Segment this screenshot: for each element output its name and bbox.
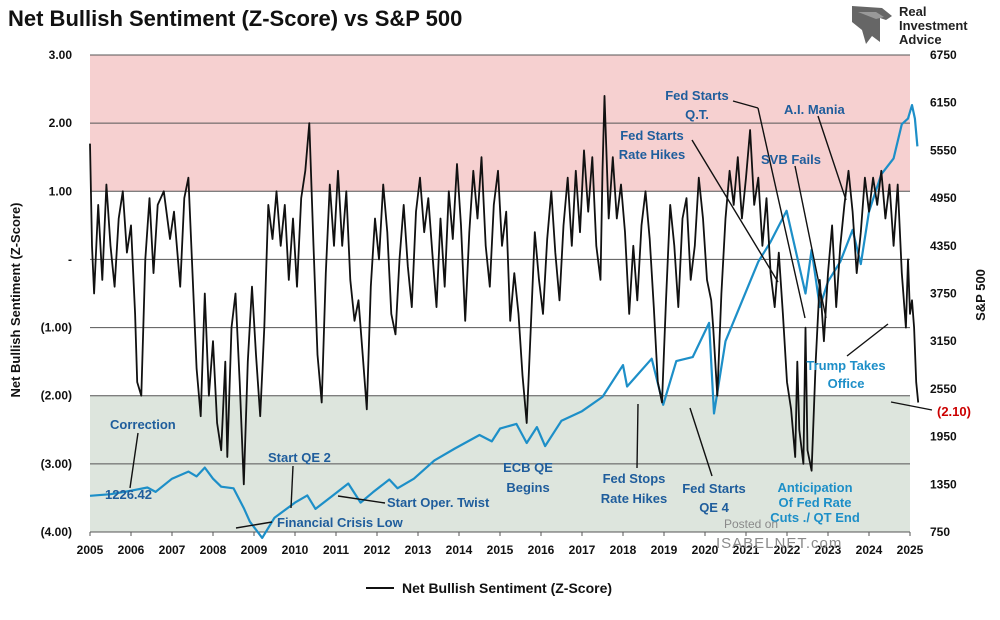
x-tick-label: 2006 — [118, 543, 145, 557]
x-tick-label: 2009 — [241, 543, 268, 557]
x-tick-label: 2017 — [569, 543, 596, 557]
crisis-leader — [235, 521, 273, 529]
stops-hikes-leader — [636, 403, 639, 469]
annotation-start-qe2: Start QE 2 — [268, 450, 331, 465]
legend-label: Net Bullish Sentiment (Z-Score) — [402, 580, 612, 596]
y-axis-left: 3.00 2.00 1.00 - (1.00) (2.00) (3.00) (4.00) — [41, 48, 73, 539]
y-right-tick-label: 6750 — [930, 48, 957, 62]
annotation-anticipation-1: Anticipation — [777, 480, 852, 495]
y-left-tick-label: 1.00 — [49, 184, 73, 198]
logo-line-1: Real — [899, 4, 926, 19]
trump-leader — [846, 323, 889, 357]
y-right-tick-label: 4350 — [930, 239, 957, 253]
x-tick-label: 2021 — [733, 543, 760, 557]
y-left-tick-label: (4.00) — [41, 525, 72, 539]
x-tick-label: 2007 — [159, 543, 186, 557]
watermark-site: ISABELNET.com — [716, 535, 842, 552]
y-left-tick-label: (1.00) — [41, 321, 72, 335]
y-right-tick-label: 3750 — [930, 287, 957, 301]
annotation-ecb-qe-1: ECB QE — [503, 460, 553, 475]
y-left-tick-label: (3.00) — [41, 457, 72, 471]
logo-line-2: Investment — [899, 18, 968, 33]
y-right-tick-label: 3150 — [930, 334, 957, 348]
sp500-series-line — [89, 104, 919, 539]
correction-leader — [129, 432, 139, 489]
qt-leader-a — [732, 100, 759, 109]
real-investment-advice-logo: Real Investment Advice — [852, 4, 968, 47]
x-tick-label: 2011 — [323, 543, 349, 557]
annotation-svb-fails: SVB Fails — [761, 152, 821, 167]
eagle-icon — [852, 6, 892, 44]
annotation-financial-crisis-low: Financial Crisis Low — [277, 515, 404, 530]
x-tick-label: 2025 — [897, 543, 924, 557]
chart-title: Net Bullish Sentiment (Z-Score) vs S&P 5… — [8, 6, 462, 31]
y-left-tick-label: (2.00) — [41, 389, 72, 403]
rate-hikes-leader — [691, 139, 779, 283]
x-axis: 2005 2006 2007 2008 2009 2010 2011 2012 2013 2014… — [77, 532, 924, 557]
y-axis-right-title: S&P 500 — [973, 269, 988, 321]
annotation-start-oper-twist: Start Oper. Twist — [387, 495, 490, 510]
ai-leader — [817, 115, 847, 201]
watermark-posted-on: Posted on — [724, 517, 778, 531]
x-tick-label: 2018 — [610, 543, 637, 557]
y-right-tick-label: 1350 — [930, 477, 957, 491]
y-right-tick-label: 750 — [930, 525, 950, 539]
x-tick-label: 2008 — [200, 543, 227, 557]
x-tick-label: 2022 — [774, 543, 801, 557]
y-right-tick-label: 5550 — [930, 143, 957, 157]
x-tick-label: 2012 — [364, 543, 391, 557]
annotation-fed-qe4-2: QE 4 — [699, 500, 729, 515]
twist-leader — [337, 495, 386, 504]
x-tick-label: 2013 — [405, 543, 432, 557]
y-left-tick-label: 2.00 — [49, 116, 73, 130]
qe2-leader — [290, 465, 294, 509]
svb-leader — [794, 165, 827, 319]
x-tick-label: 2015 — [487, 543, 514, 557]
x-tick-label: 2016 — [528, 543, 555, 557]
annotation-anticipation-2: Of Fed Rate — [779, 495, 852, 510]
annotation-sp-start: 1226.42 — [105, 487, 152, 502]
annotation-correction: Correction — [110, 417, 176, 432]
y-right-tick-label: 1950 — [930, 430, 957, 444]
annotation-trump-2: Office — [828, 376, 865, 391]
annotation-trump-1: Trump Takes — [806, 358, 885, 373]
annotation-fed-qt-2: Q.T. — [685, 107, 709, 122]
annotation-fed-qt-1: Fed Starts — [665, 88, 729, 103]
qt-leader-b — [757, 107, 806, 319]
x-tick-label: 2010 — [282, 543, 309, 557]
x-tick-label: 2019 — [651, 543, 678, 557]
logo-line-3: Advice — [899, 32, 942, 47]
legend: Net Bullish Sentiment (Z-Score) — [366, 580, 612, 596]
sentiment-series-line — [89, 95, 920, 486]
annotation-leaders — [129, 100, 933, 529]
annotation-fed-qe4-1: Fed Starts — [682, 481, 746, 496]
y-axis-right: 6750 6150 5550 4950 4350 3750 3150 2550 1950 1350… — [930, 48, 957, 539]
annotation-last-value: (2.10) — [937, 404, 971, 419]
x-tick-label: 2023 — [815, 543, 842, 557]
annotation-anticipation-3: Cuts ./ QT End — [770, 510, 860, 525]
annotation-ecb-qe-2: Begins — [506, 480, 549, 495]
y-right-tick-label: 4950 — [930, 191, 957, 205]
y-left-tick-label: - — [68, 252, 72, 266]
last-value-leader — [890, 401, 933, 411]
x-tick-label: 2005 — [77, 543, 104, 557]
qe4-leader — [689, 407, 713, 477]
y-right-tick-label: 6150 — [930, 96, 957, 110]
x-tick-label: 2024 — [856, 543, 883, 557]
y-left-tick-label: 3.00 — [49, 48, 73, 62]
y-right-tick-label: 2550 — [930, 382, 957, 396]
annotation-ai-mania: A.I. Mania — [784, 102, 845, 117]
x-tick-label: 2014 — [446, 543, 473, 557]
annotation-fed-stops-2: Rate Hikes — [601, 491, 667, 506]
annotation-fed-stops-1: Fed Stops — [603, 471, 666, 486]
y-axis-left-title: Net Bullish Sentiment (Z-Score) — [8, 202, 23, 397]
annotation-fed-hikes-1: Fed Starts — [620, 128, 684, 143]
x-tick-label: 2020 — [692, 543, 719, 557]
annotation-fed-hikes-2: Rate Hikes — [619, 147, 685, 162]
